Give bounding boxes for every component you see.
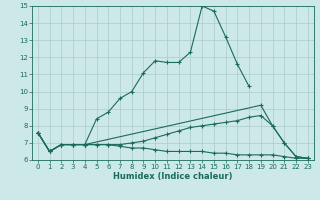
X-axis label: Humidex (Indice chaleur): Humidex (Indice chaleur) [113,172,233,181]
